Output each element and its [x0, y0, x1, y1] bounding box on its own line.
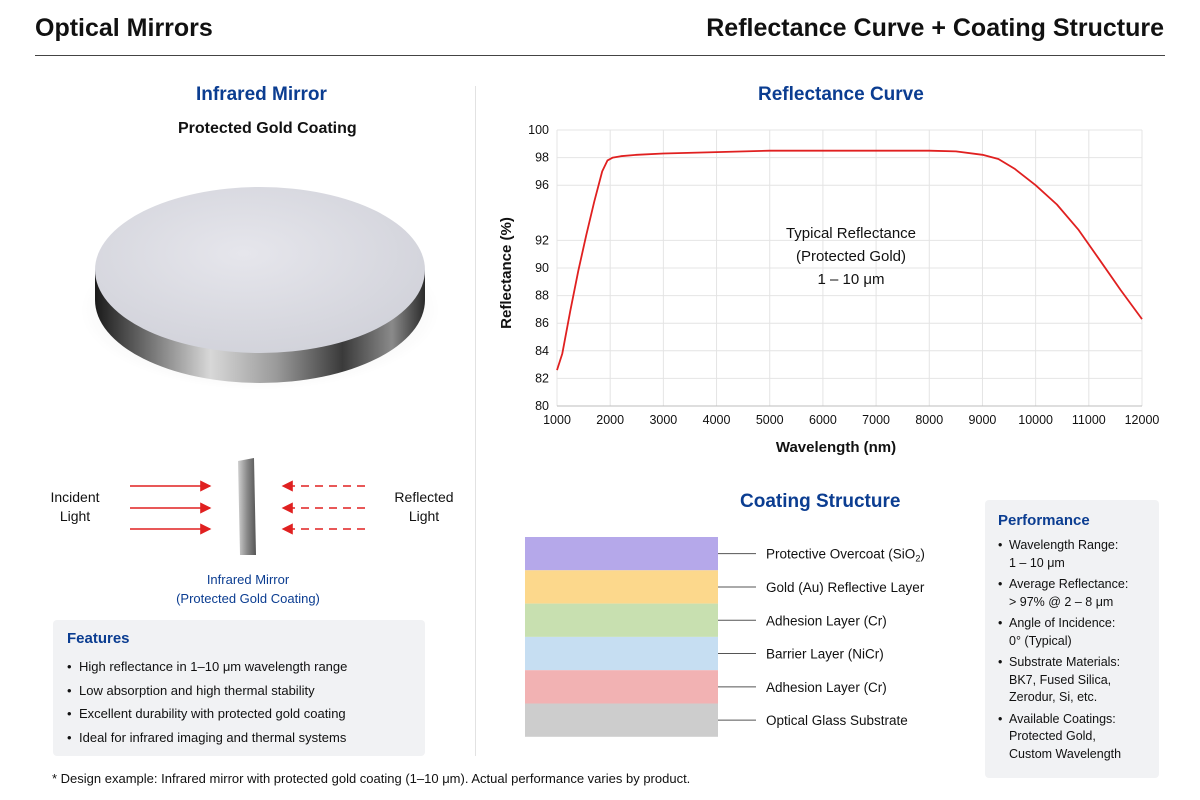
- x-tick-label: 11000: [1072, 413, 1106, 427]
- footnote: * Design example: Infrared mirror with p…: [52, 771, 691, 786]
- coating-layer: [525, 537, 718, 571]
- features-panel: Features High reflectance in 1–10 μm wav…: [53, 620, 425, 756]
- coating-layer-label: Adhesion Layer (Cr): [766, 680, 887, 695]
- features-title: Features: [67, 630, 130, 647]
- mirror-caption-line2: (Protected Gold Coating): [176, 591, 320, 606]
- performance-title: Performance: [998, 512, 1090, 529]
- x-tick-label: 5000: [756, 413, 784, 427]
- performance-item-line: > 97% @ 2 – 8 μm: [1009, 594, 1114, 609]
- chart-axes: 80 82 84 86 88 90 92 96 98 100 1000 2000 3000 4000 500…: [528, 123, 1159, 427]
- x-tick-label: 12000: [1125, 413, 1160, 427]
- reflectance-chart: 80 82 84 86 88 90 92 96 98 100 1000 2000 3000 4000 500…: [498, 123, 1159, 456]
- performance-item: Available Coatings: Protected Gold, Custom…: [998, 711, 1149, 764]
- x-axis-label: Wavelength (nm): [776, 439, 896, 456]
- x-tick-label: 1000: [543, 413, 571, 427]
- performance-item-line: Substrate Materials:: [1009, 655, 1121, 669]
- y-tick-label: 90: [535, 261, 549, 275]
- mirror-caption: Infrared Mirror (Protected Gold Coating): [148, 570, 348, 608]
- coating-layer-label: Optical Glass Substrate: [766, 713, 908, 728]
- performance-item-line: 1 – 10 μm: [1009, 555, 1065, 570]
- incident-label-line2: Light: [59, 508, 91, 524]
- coating-stack-diagram: Protective Overcoat (SiO2) Gold (Au) Refl…: [525, 537, 925, 737]
- feature-item: Ideal for infrared imaging and thermal s…: [67, 726, 411, 750]
- coating-layer: [525, 670, 718, 704]
- feature-item: High reflectance in 1–10 μm wavelength r…: [67, 655, 411, 679]
- coating-layer-label: Gold (Au) Reflective Layer: [766, 580, 925, 595]
- performance-item-line: BK7, Fused Silica,: [1009, 672, 1112, 687]
- y-tick-label: 98: [535, 151, 549, 165]
- chart-annotation: Typical Reflectance: [786, 225, 916, 242]
- y-axis-label: Reflectance (%): [498, 217, 515, 329]
- column-divider: [475, 86, 476, 756]
- performance-item: Wavelength Range: 1 – 10 μm: [998, 537, 1149, 572]
- performance-item-line: Angle of Incidence:: [1009, 616, 1116, 630]
- coating-layer: [525, 570, 718, 604]
- chart-annotation: (Protected Gold): [796, 248, 906, 265]
- coating-layer-label: Adhesion Layer (Cr): [766, 613, 887, 628]
- chart-series: [556, 149, 1143, 371]
- incident-light-label: Incident Light: [40, 488, 110, 526]
- mirror-subtitle: Protected Gold Coating: [178, 120, 357, 137]
- mirror-side-view: [238, 458, 256, 555]
- performance-item: Substrate Materials: BK7, Fused Silica, Ze…: [998, 654, 1149, 707]
- y-tick-label: 82: [535, 371, 549, 385]
- performance-item: Average Reflectance: > 97% @ 2 – 8 μm: [998, 576, 1149, 611]
- x-tick-label: 6000: [809, 413, 837, 427]
- reflectance-series-line: [556, 149, 1143, 371]
- x-tick-label: 10000: [1018, 413, 1053, 427]
- feature-item: Low absorption and high thermal stabilit…: [67, 679, 411, 703]
- coating-layer-label: Protective Overcoat (SiO2): [766, 547, 925, 564]
- y-tick-label: 88: [535, 289, 549, 303]
- coating-layer-label: Barrier Layer (NiCr): [766, 647, 884, 662]
- header-divider: [35, 55, 1165, 56]
- x-tick-label: 8000: [915, 413, 943, 427]
- reflectance-title: Reflectance Curve: [758, 84, 924, 105]
- x-tick-label: 7000: [862, 413, 890, 427]
- reflected-label-line1: Reflected: [394, 489, 454, 505]
- performance-item-line: Wavelength Range:: [1009, 538, 1119, 552]
- reflected-light-label: Reflected Light: [384, 488, 464, 526]
- feature-item: Excellent durability with protected gold…: [67, 702, 411, 726]
- chart-grid: [556, 129, 1143, 407]
- coating-title: Coating Structure: [740, 491, 901, 512]
- mirror-title: Infrared Mirror: [196, 84, 327, 105]
- mirror-caption-line1: Infrared Mirror: [206, 572, 290, 587]
- y-tick-label: 92: [535, 233, 549, 247]
- x-tick-label: 9000: [969, 413, 997, 427]
- performance-item-line: Protected Gold,: [1009, 729, 1096, 743]
- y-tick-label: 100: [528, 123, 549, 137]
- mirror-surface: [95, 187, 425, 353]
- incident-label-line1: Incident: [50, 489, 100, 505]
- x-tick-label: 2000: [596, 413, 624, 427]
- performance-item-line: 0° (Typical): [1009, 633, 1072, 648]
- y-tick-label: 86: [535, 316, 549, 330]
- y-tick-label: 96: [535, 178, 549, 192]
- coating-layer: [525, 703, 718, 737]
- page-subtitle: Reflectance Curve + Coating Structure: [706, 14, 1164, 42]
- chart-annotation: 1 – 10 μm: [817, 271, 884, 288]
- performance-item-line: Custom Wavelength: [1009, 746, 1122, 761]
- x-tick-label: 3000: [649, 413, 677, 427]
- coating-layer: [525, 603, 718, 637]
- reflected-label-line2: Light: [408, 508, 440, 524]
- y-tick-label: 80: [535, 399, 549, 413]
- mirror-disc-image: [80, 187, 440, 390]
- y-tick-label: 84: [535, 344, 549, 358]
- performance-item-line: Zerodur, Si, etc.: [1009, 690, 1098, 704]
- performance-item: Angle of Incidence: 0° (Typical): [998, 615, 1149, 650]
- performance-item-line: Average Reflectance:: [1009, 577, 1129, 591]
- performance-panel: Performance Wavelength Range: 1 – 10 μm Av…: [985, 500, 1159, 778]
- performance-item-line: Available Coatings:: [1009, 711, 1116, 726]
- light-path-diagram: [130, 458, 365, 555]
- coating-layer: [525, 636, 718, 671]
- page-title: Optical Mirrors: [35, 14, 213, 42]
- x-tick-label: 4000: [703, 413, 731, 427]
